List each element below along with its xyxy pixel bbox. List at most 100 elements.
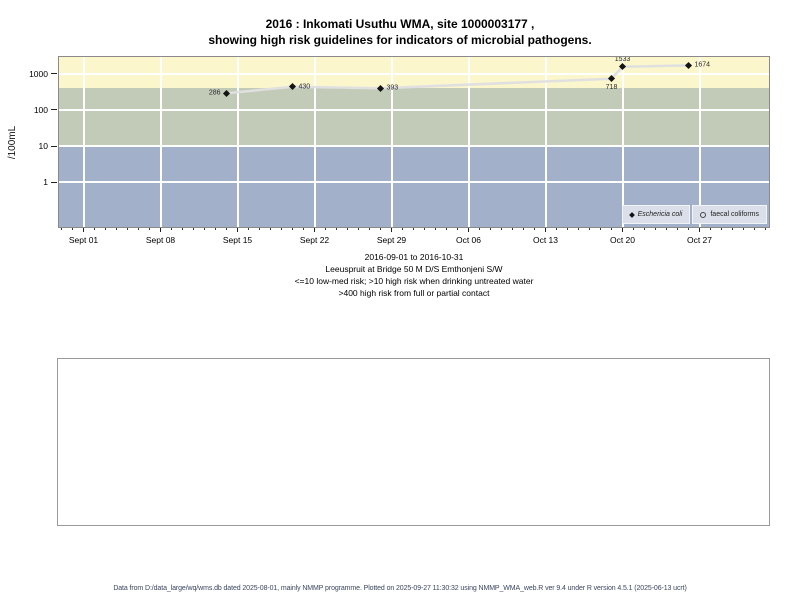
data-point-label: 430 — [298, 83, 311, 91]
y-axis-tick — [51, 181, 57, 183]
x-axis-minor-tick — [248, 228, 249, 230]
x-axis-minor-tick — [72, 228, 73, 230]
x-axis-minor-tick — [501, 228, 502, 230]
x-axis-tick — [83, 228, 84, 232]
x-axis-minor-tick — [303, 228, 304, 230]
vertical-gridline — [236, 57, 239, 227]
y-axis-tick-label: 100 — [33, 104, 48, 115]
x-axis-tick — [160, 228, 161, 232]
open-circle-icon — [700, 211, 707, 218]
x-axis-minor-tick — [292, 228, 293, 230]
x-axis-minor-tick — [765, 228, 766, 230]
plot-area: Oct 27 Oct 20 Oct 13 Oct 06 Sept 29 Sept 22 Se… — [29, 55, 770, 245]
x-axis-minor-tick — [754, 228, 755, 230]
data-point-label: 718 — [605, 83, 618, 91]
x-axis-minor-tick — [259, 228, 260, 230]
x-axis-tick-label: Sept 29 — [376, 235, 407, 245]
x-axis-minor-tick — [578, 228, 579, 230]
x-axis-minor-tick — [325, 228, 326, 230]
x-axis-minor-tick — [215, 228, 216, 230]
horizontal-gridline — [59, 181, 769, 184]
x-axis-tick-label: Sept 15 — [222, 235, 253, 245]
legend-label-faecal-coliforms: faecal coliforms — [710, 211, 759, 218]
x-axis-tick — [545, 228, 546, 232]
x-axis-minor-tick — [677, 228, 678, 230]
vertical-gridline — [467, 57, 470, 227]
x-axis-minor-tick — [567, 228, 568, 230]
data-point-label: 286 — [208, 89, 221, 97]
x-axis-minor-tick — [479, 228, 480, 230]
x-axis-minor-tick — [534, 228, 535, 230]
x-axis-tick-label: Sept 22 — [299, 235, 330, 245]
x-axis-minor-tick — [138, 228, 139, 230]
x-axis-minor-tick — [424, 228, 425, 230]
x-axis-tick — [391, 228, 392, 232]
x-axis-tick-label: Oct 06 — [455, 235, 482, 245]
x-axis-minor-tick — [523, 228, 524, 230]
data-point-label: 1533 — [614, 55, 631, 63]
filled-diamond-icon — [628, 211, 635, 218]
x-axis-tick-label: Sept 08 — [145, 235, 176, 245]
x-axis-minor-tick — [402, 228, 403, 230]
x-axis-minor-tick — [435, 228, 436, 230]
risk-band-high-risk-drinking — [59, 87, 769, 147]
chart-title-line2: showing high risk guidelines for indicat… — [208, 33, 592, 47]
caption-date-range: 2016-09-01 to 2016-10-31 — [364, 252, 464, 262]
x-axis-minor-tick — [347, 228, 348, 230]
y-axis-tick-label: 10 — [38, 141, 48, 152]
vertical-gridline — [390, 57, 393, 227]
y-axis-tick — [51, 109, 57, 111]
vertical-gridline — [544, 57, 547, 227]
horizontal-gridline — [59, 108, 769, 111]
y-axis-tick — [51, 73, 57, 74]
x-axis-tick — [699, 228, 700, 232]
chart-legend: Eschericia coli faecal coliforms — [621, 205, 767, 224]
x-axis-minor-tick — [127, 228, 128, 230]
y-axis-tick — [51, 145, 57, 147]
data-point-label: 1674 — [694, 61, 711, 69]
x-axis-minor-tick — [655, 228, 656, 230]
x-axis-minor-tick — [600, 228, 601, 230]
x-axis-minor-tick — [61, 228, 62, 230]
x-axis-minor-tick — [281, 228, 282, 230]
x-axis-minor-tick — [336, 228, 337, 230]
x-axis-minor-tick — [556, 228, 557, 230]
x-axis-minor-tick — [270, 228, 271, 230]
x-axis-minor-tick — [721, 228, 722, 230]
x-axis-tick-label: Oct 20 — [609, 235, 636, 245]
chart-title-line1: 2016 : Inkomati Usuthu WMA, site 1000003… — [265, 17, 535, 31]
x-axis-minor-tick — [182, 228, 183, 230]
x-axis-tick-label: Sept 01 — [68, 235, 99, 245]
empty-panel — [57, 358, 770, 526]
y-axis-tick-label: 1000 — [29, 68, 48, 79]
x-axis-minor-tick — [743, 228, 744, 230]
x-axis-minor-tick — [105, 228, 106, 230]
x-axis-minor-tick — [732, 228, 733, 230]
x-axis-minor-tick — [193, 228, 194, 230]
x-axis-minor-tick — [666, 228, 667, 230]
risk-band-high-risk-contact — [59, 57, 769, 88]
x-axis-minor-tick — [380, 228, 381, 230]
x-axis-minor-tick — [589, 228, 590, 230]
x-axis-minor-tick — [644, 228, 645, 230]
series-line — [226, 64, 689, 95]
caption-risk-note-1: <=10 low-med risk; >10 high risk when dr… — [294, 276, 534, 286]
x-axis-minor-tick — [226, 228, 227, 230]
vertical-gridline — [621, 57, 624, 227]
vertical-gridline — [82, 57, 85, 227]
x-axis-minor-tick — [710, 228, 711, 230]
legend-item-faecal-coliforms: faecal coliforms — [692, 205, 767, 224]
chart-caption: 2016-09-01 to 2016-10-31 Leeuspruit at B… — [59, 251, 769, 299]
x-axis-tick — [314, 228, 315, 232]
footer-provenance: Data from D:/data_large/wq/wms.db dated … — [113, 585, 687, 592]
vertical-gridline — [159, 57, 162, 227]
x-axis-minor-tick — [633, 228, 634, 230]
x-axis-minor-tick — [688, 228, 689, 230]
legend-item-ecoli: Eschericia coli — [621, 205, 691, 224]
x-axis-minor-tick — [149, 228, 150, 230]
x-axis-tick — [468, 228, 469, 232]
y-axis-tick-label: 1 — [43, 177, 48, 188]
caption-site-name: Leeuspruit at Bridge 50 M D/S Emthonjeni… — [325, 264, 503, 274]
x-axis-minor-tick — [490, 228, 491, 230]
